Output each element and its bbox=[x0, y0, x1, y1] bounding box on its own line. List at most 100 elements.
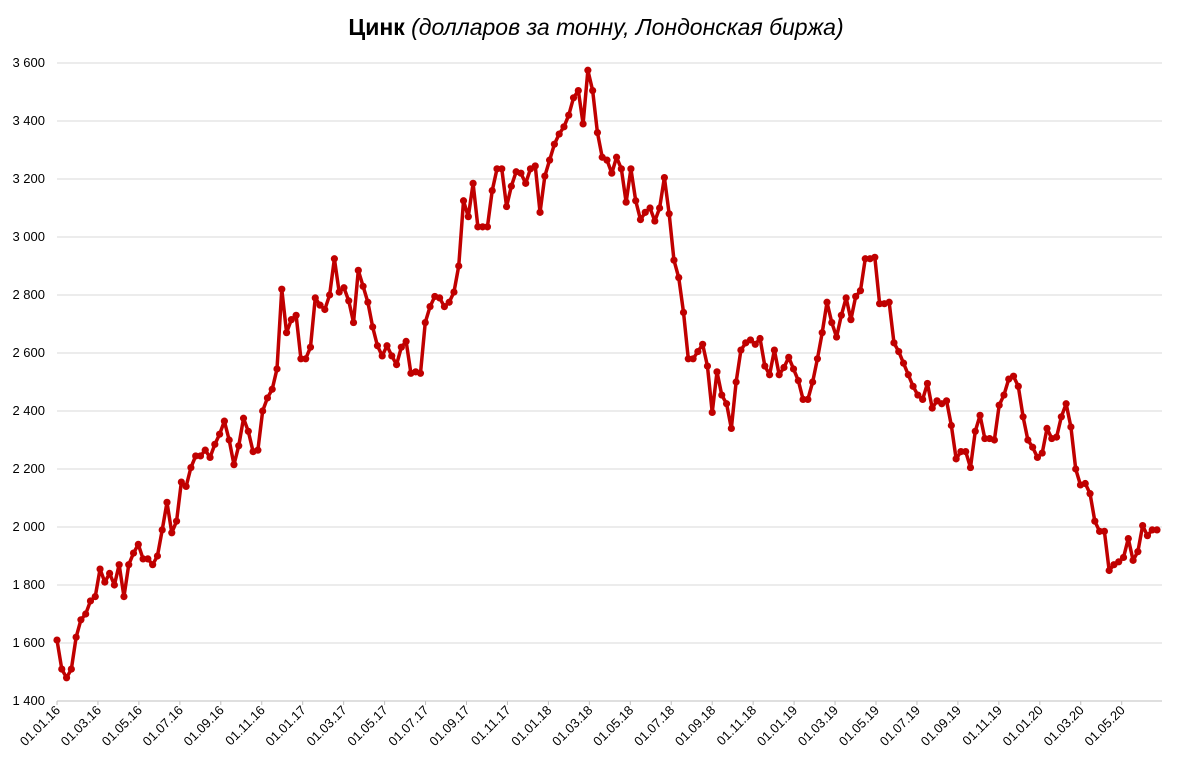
data-point bbox=[1115, 558, 1123, 566]
data-point bbox=[550, 140, 558, 148]
data-point bbox=[751, 340, 759, 348]
data-point bbox=[895, 347, 903, 356]
x-tick-label: 01.03.19 bbox=[795, 703, 841, 749]
data-point bbox=[483, 223, 492, 231]
data-point bbox=[608, 169, 616, 177]
data-point bbox=[469, 179, 477, 187]
data-point bbox=[665, 210, 673, 218]
data-point bbox=[1072, 465, 1080, 473]
data-point bbox=[1024, 436, 1032, 444]
data-point bbox=[1057, 413, 1065, 421]
y-tick-label: 1 800 bbox=[12, 577, 45, 592]
y-tick-label: 1 400 bbox=[12, 693, 45, 708]
data-point bbox=[584, 66, 592, 74]
data-point bbox=[909, 382, 917, 390]
data-point bbox=[899, 359, 908, 367]
data-point bbox=[459, 197, 468, 205]
x-tick-label: 01.07.16 bbox=[140, 703, 186, 749]
data-point bbox=[268, 385, 276, 393]
data-point bbox=[201, 446, 209, 454]
data-point bbox=[440, 303, 448, 311]
x-tick-label: 01.05.19 bbox=[836, 703, 882, 749]
data-point bbox=[168, 529, 176, 537]
y-tick-label: 1 600 bbox=[12, 635, 45, 650]
data-point bbox=[225, 436, 233, 444]
data-point bbox=[62, 674, 71, 682]
data-point bbox=[818, 329, 826, 337]
data-point bbox=[675, 274, 683, 282]
data-point bbox=[488, 187, 496, 195]
x-tick-label: 01.07.18 bbox=[631, 703, 677, 749]
data-point bbox=[703, 362, 712, 370]
x-tick-label: 01.09.18 bbox=[672, 703, 718, 749]
data-point bbox=[809, 378, 817, 386]
data-point bbox=[206, 453, 214, 461]
data-point bbox=[722, 400, 731, 408]
x-tick-label: 01.11.16 bbox=[222, 703, 268, 749]
x-tick-label: 01.01.20 bbox=[1000, 703, 1046, 749]
data-point bbox=[1052, 433, 1061, 441]
data-point bbox=[321, 305, 329, 314]
data-point bbox=[546, 156, 554, 164]
data-point bbox=[574, 86, 582, 95]
data-point bbox=[679, 308, 688, 316]
data-point bbox=[220, 417, 228, 425]
chart-subtitle: (долларов за тонну, Лондонская биржа) bbox=[411, 14, 844, 40]
data-point bbox=[617, 165, 625, 173]
data-point bbox=[134, 540, 142, 549]
data-point bbox=[1129, 556, 1137, 564]
data-point bbox=[172, 517, 181, 525]
data-point bbox=[115, 561, 123, 569]
data-point bbox=[378, 352, 386, 360]
data-point bbox=[962, 448, 970, 456]
data-point bbox=[263, 394, 272, 402]
data-point bbox=[971, 427, 979, 435]
data-point bbox=[569, 94, 578, 102]
data-point bbox=[450, 288, 458, 296]
data-point bbox=[316, 301, 324, 309]
data-point bbox=[536, 208, 544, 216]
data-point bbox=[942, 397, 951, 405]
x-tick-label: 01.09.19 bbox=[918, 703, 964, 749]
data-point bbox=[1014, 382, 1022, 390]
data-point bbox=[311, 294, 319, 302]
data-point bbox=[91, 593, 99, 601]
data-point bbox=[995, 401, 1003, 409]
data-point bbox=[216, 430, 224, 438]
data-point bbox=[306, 343, 315, 351]
data-point bbox=[689, 355, 697, 363]
data-point bbox=[885, 298, 893, 306]
data-point bbox=[804, 395, 812, 403]
data-point bbox=[1134, 548, 1142, 556]
data-point bbox=[976, 411, 984, 419]
data-point bbox=[775, 371, 783, 379]
data-point bbox=[1124, 535, 1132, 543]
data-point bbox=[1081, 479, 1089, 488]
data-point bbox=[579, 120, 587, 128]
data-point bbox=[177, 478, 185, 486]
data-point bbox=[330, 255, 338, 263]
data-point bbox=[421, 318, 429, 327]
data-point bbox=[388, 352, 396, 360]
x-tick-label: 01.05.16 bbox=[99, 703, 145, 749]
data-point bbox=[125, 561, 133, 569]
data-point bbox=[828, 318, 836, 327]
data-point bbox=[436, 294, 444, 302]
data-point bbox=[254, 446, 262, 454]
x-tick-label: 01.01.17 bbox=[262, 703, 308, 749]
data-point bbox=[455, 262, 463, 270]
data-point bbox=[727, 424, 735, 432]
data-point bbox=[244, 427, 252, 435]
data-point bbox=[58, 665, 66, 673]
data-point bbox=[129, 549, 138, 557]
data-point bbox=[914, 391, 922, 399]
data-point bbox=[632, 197, 640, 205]
data-point bbox=[708, 408, 716, 417]
data-point bbox=[756, 334, 764, 343]
data-point bbox=[326, 291, 334, 299]
data-point bbox=[837, 311, 845, 319]
x-tick-label: 01.03.20 bbox=[1040, 703, 1086, 749]
data-point bbox=[426, 303, 434, 311]
data-point bbox=[1019, 413, 1027, 421]
y-axis: 1 400 1 600 1 800 2 000 2 200 2 400 2 600 2 800… bbox=[12, 55, 45, 708]
